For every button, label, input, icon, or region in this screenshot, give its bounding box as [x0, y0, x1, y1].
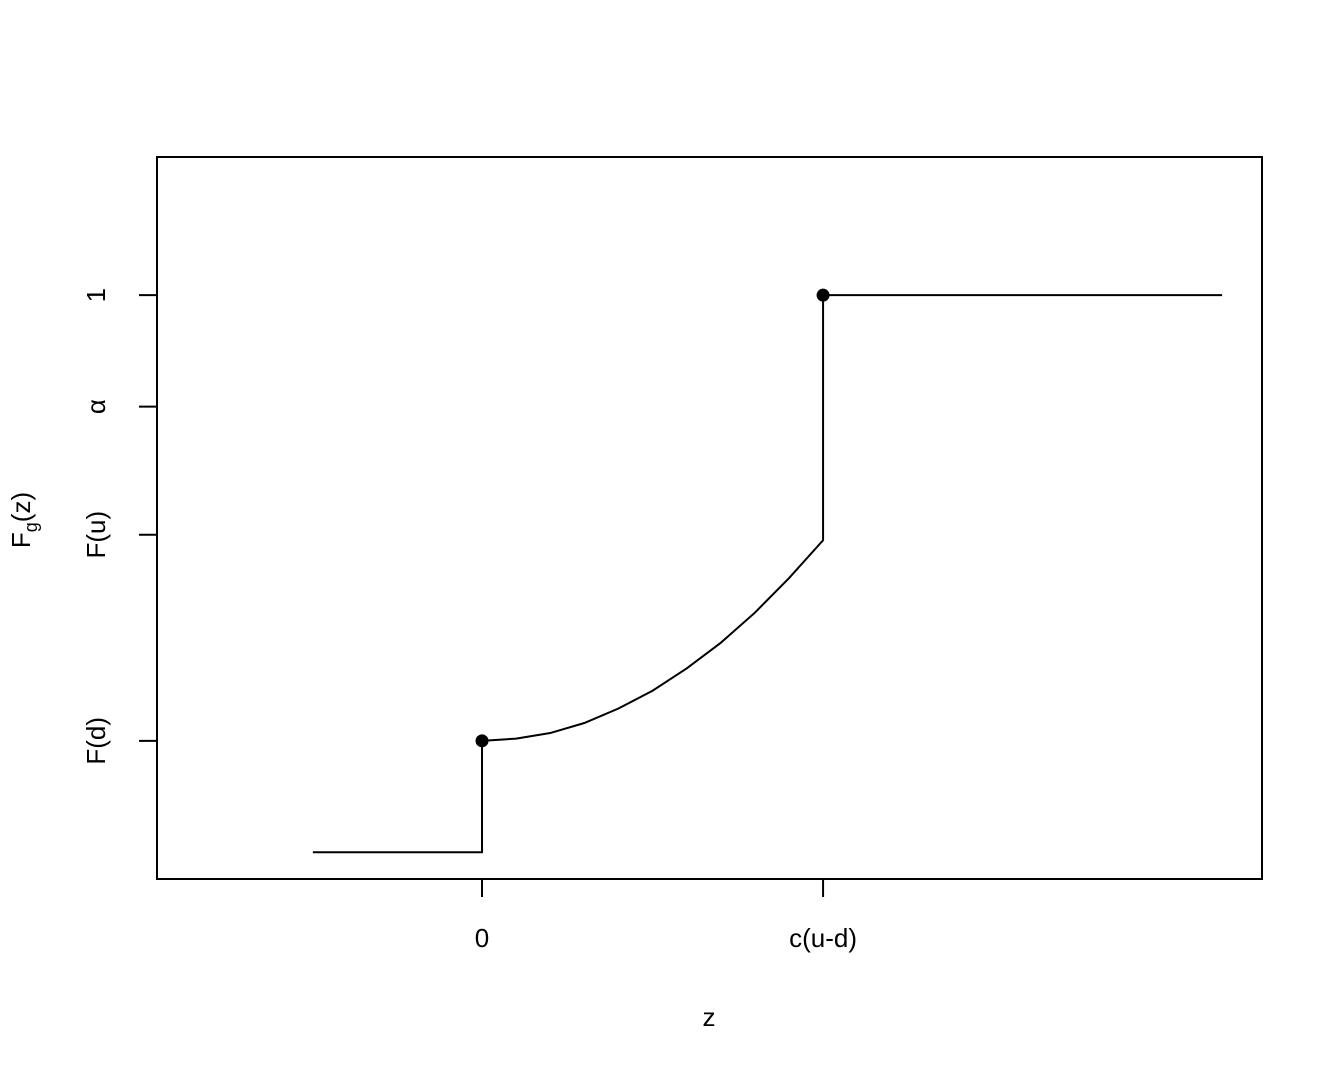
y-label-base: F [6, 532, 36, 548]
x-axis-label: z [703, 1002, 716, 1032]
plot-frame [156, 156, 1263, 880]
x-tick-label: 0 [475, 923, 489, 953]
y-label-subscript: g [21, 522, 41, 532]
point [475, 734, 489, 748]
y-tick-label: F(d) [81, 717, 111, 765]
line-series [312, 294, 1223, 854]
y-axis-label: Fg(z) [6, 492, 41, 548]
y-tick-label: α [81, 399, 111, 414]
y-tick-label: 1 [81, 288, 111, 302]
y-label-arg: (z) [6, 492, 36, 522]
y-tick-label: F(u) [81, 511, 111, 559]
x-tick-label: c(u-d) [789, 923, 857, 953]
point [816, 288, 830, 302]
